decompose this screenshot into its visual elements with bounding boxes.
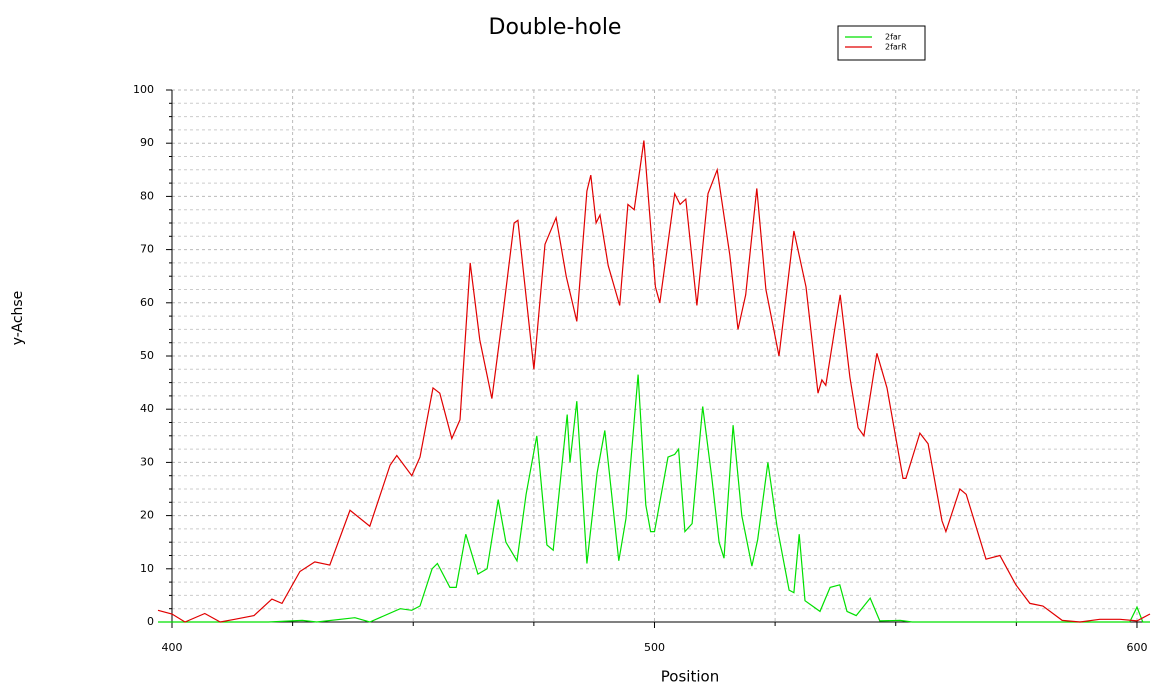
legend-box — [837, 25, 926, 61]
y-tick-label: 90 — [140, 136, 154, 149]
x-tick-label: 400 — [161, 641, 182, 654]
data-line — [157, 140, 1151, 623]
y-tick-label: 10 — [140, 562, 154, 575]
x-tick-label: 500 — [644, 641, 665, 654]
x-axis-label: Position — [661, 668, 719, 686]
data-line — [158, 374, 1150, 623]
y-tick-label: 70 — [140, 243, 154, 256]
y-tick-label: 50 — [140, 349, 154, 362]
y-tick-label: 30 — [140, 455, 154, 468]
legend-label: 2farR — [885, 43, 907, 52]
y-tick-label: 0 — [147, 615, 154, 628]
grid: 0 10 20 30 40 50 60 70 80 90 100 400 500 600 — [133, 83, 1150, 654]
legend-label: 2far — [885, 33, 902, 42]
y-axis-label: y-Achse — [10, 291, 26, 346]
x-tick-label: 600 — [1126, 641, 1147, 654]
chart-title: Double-hole — [489, 15, 622, 40]
y-tick-label: 80 — [140, 189, 154, 202]
y-tick-label: 60 — [140, 296, 154, 309]
y-tick-label: 20 — [140, 509, 154, 522]
y-tick-label: 40 — [140, 402, 154, 415]
y-tick-label: 100 — [133, 83, 154, 96]
plot-area — [157, 140, 1151, 623]
